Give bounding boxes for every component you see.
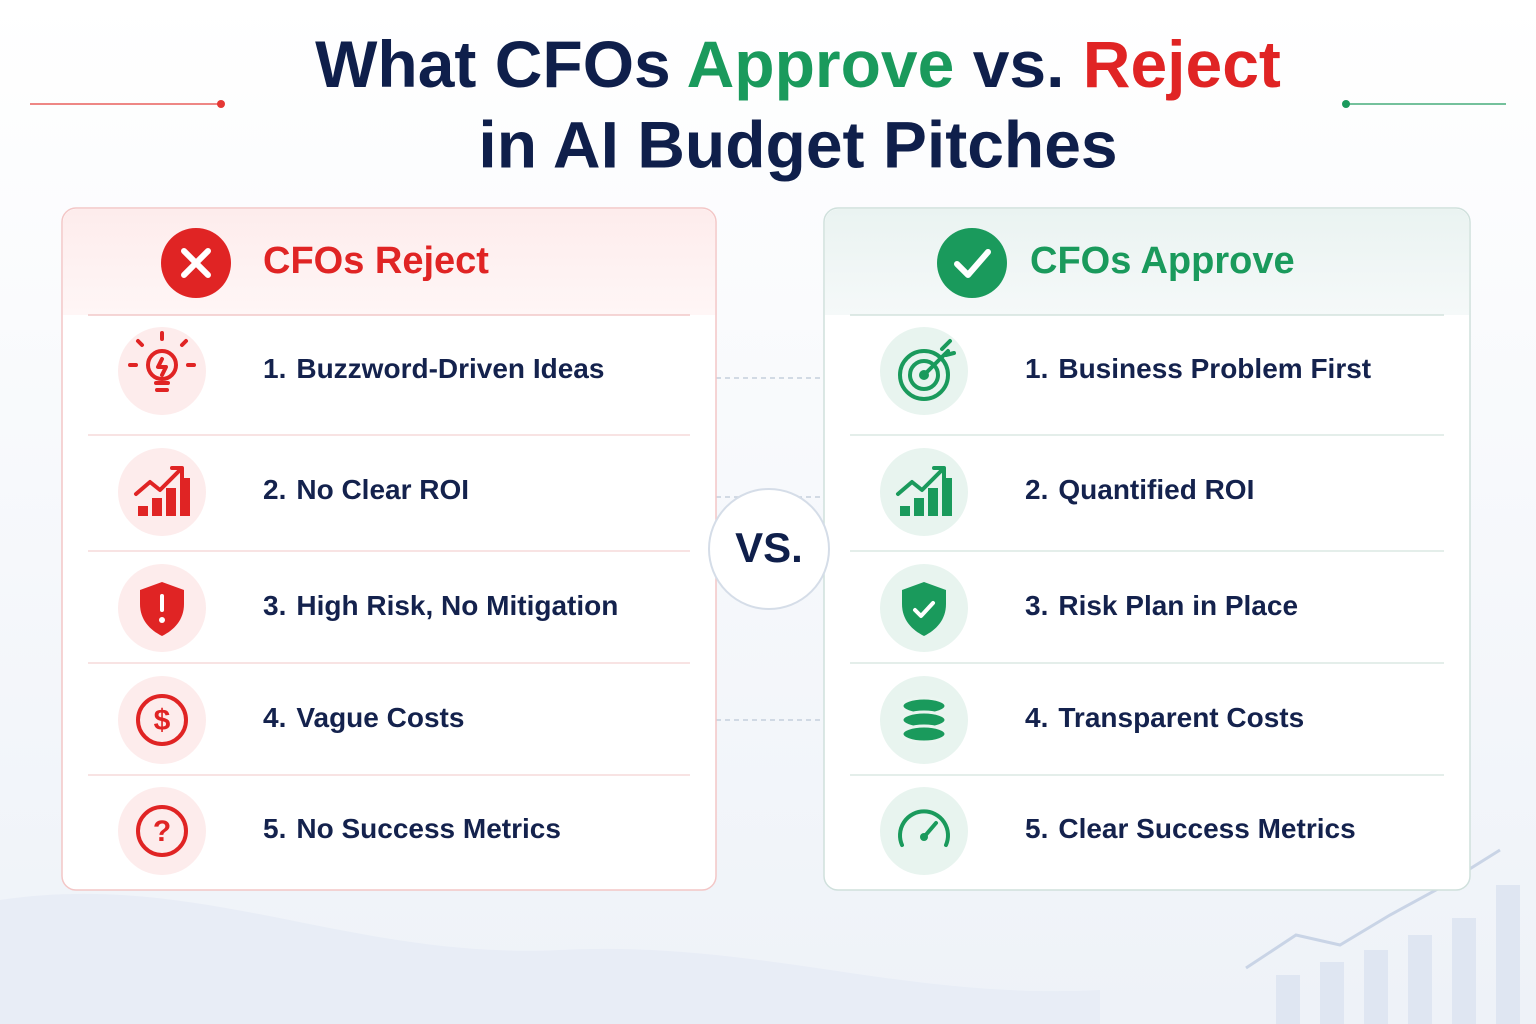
icon-shape <box>159 617 165 623</box>
item-label: 4. Transparent Costs <box>1025 702 1304 733</box>
vs-text: VS. <box>735 524 803 571</box>
icon-shape <box>900 724 948 744</box>
item-label: 3. Risk Plan in Place <box>1025 590 1298 621</box>
item-label: 2. No Clear ROI <box>263 474 469 505</box>
approve-icon <box>880 676 968 764</box>
reject-icon: $ <box>118 676 206 764</box>
reject-header <box>63 209 715 315</box>
icon-glyph: ? <box>153 815 171 848</box>
item-text: No Success Metrics <box>296 813 561 844</box>
item-label: 5. No Success Metrics <box>263 813 561 844</box>
decor-wave <box>0 893 1100 1024</box>
icon-shape <box>928 488 938 516</box>
icon-shape <box>128 331 196 392</box>
item-label: 1. Business Problem First <box>1025 353 1371 384</box>
approve-icon <box>880 448 968 536</box>
icon-bg <box>118 448 206 536</box>
icon-shape <box>898 809 950 847</box>
title-text: vs. <box>973 27 1065 101</box>
icon-shape <box>922 339 956 377</box>
icon-shape <box>902 582 946 636</box>
icon-shape <box>134 466 184 496</box>
title-rule-dot <box>217 100 225 108</box>
item-text: Clear Success Metrics <box>1058 813 1355 844</box>
icon-bg <box>118 787 206 875</box>
item-text: High Risk, No Mitigation <box>296 590 618 621</box>
icon-shape <box>166 488 176 516</box>
item-text: Transparent Costs <box>1058 702 1304 733</box>
item-label: 5. Clear Success Metrics <box>1025 813 1356 844</box>
icon-shape <box>913 601 935 618</box>
approve-heading: CFOs Approve <box>1030 240 1295 282</box>
vs-badge <box>708 488 830 610</box>
item-label: 4. Vague Costs <box>263 702 464 733</box>
item-label: 2. Quantified ROI <box>1025 474 1254 505</box>
approve-icon <box>880 327 968 415</box>
item-number: 3. <box>1025 590 1048 621</box>
x-icon <box>181 248 211 278</box>
item-number: 1. <box>263 353 286 384</box>
item-text: Quantified ROI <box>1058 474 1254 505</box>
icon-shape <box>146 349 178 381</box>
item-text: Vague Costs <box>296 702 464 733</box>
item-number: 3. <box>263 590 286 621</box>
icon-glyph: $ <box>154 704 171 737</box>
icon-bg <box>118 676 206 764</box>
item-number: 4. <box>263 702 286 733</box>
title-reject: Reject <box>1083 27 1281 101</box>
item-number: 5. <box>1025 813 1048 844</box>
item-number: 5. <box>263 813 286 844</box>
title-approve: Approve <box>687 27 955 101</box>
reject-icon <box>118 327 206 415</box>
item-label: 1. Buzzword-Driven Ideas <box>263 353 604 384</box>
item-number: 2. <box>1025 474 1048 505</box>
title-rule-dot <box>1342 100 1350 108</box>
item-text: Buzzword-Driven Ideas <box>296 353 604 384</box>
reject-icon <box>118 448 206 536</box>
item-number: 4. <box>1025 702 1048 733</box>
reject-heading: CFOs Reject <box>263 240 489 282</box>
reject-icon <box>118 564 206 652</box>
check-icon <box>954 249 991 278</box>
item-number: 2. <box>263 474 286 505</box>
item-text: Risk Plan in Place <box>1058 590 1298 621</box>
decor-bars <box>1276 885 1520 1024</box>
icon-shape <box>920 833 928 841</box>
approve-icon <box>880 787 968 875</box>
title-text: What CFOs <box>315 27 671 101</box>
item-number: 1. <box>1025 353 1048 384</box>
icon-shape <box>152 498 162 516</box>
icon-bg <box>880 448 968 536</box>
icon-shape <box>908 359 940 391</box>
icon-shape <box>136 694 188 746</box>
icon-shape <box>138 506 148 516</box>
title-line-1: What CFOs Approve vs. Reject <box>315 27 1281 101</box>
icon-shape <box>914 498 924 516</box>
approve-badge <box>937 228 1007 298</box>
approve-icon <box>880 564 968 652</box>
icon-shape <box>180 478 190 516</box>
icon-shape <box>942 478 952 516</box>
item-label: 3. High Risk, No Mitigation <box>263 590 618 621</box>
item-text: Business Problem First <box>1058 353 1371 384</box>
icon-shape <box>896 466 946 496</box>
icon-bg <box>880 787 968 875</box>
item-text: No Clear ROI <box>296 474 469 505</box>
icon-shape <box>136 805 188 857</box>
icon-shape <box>900 506 910 516</box>
title-line-2: in AI Budget Pitches <box>478 107 1117 181</box>
reject-icon: ? <box>118 787 206 875</box>
icon-shape <box>898 349 950 401</box>
